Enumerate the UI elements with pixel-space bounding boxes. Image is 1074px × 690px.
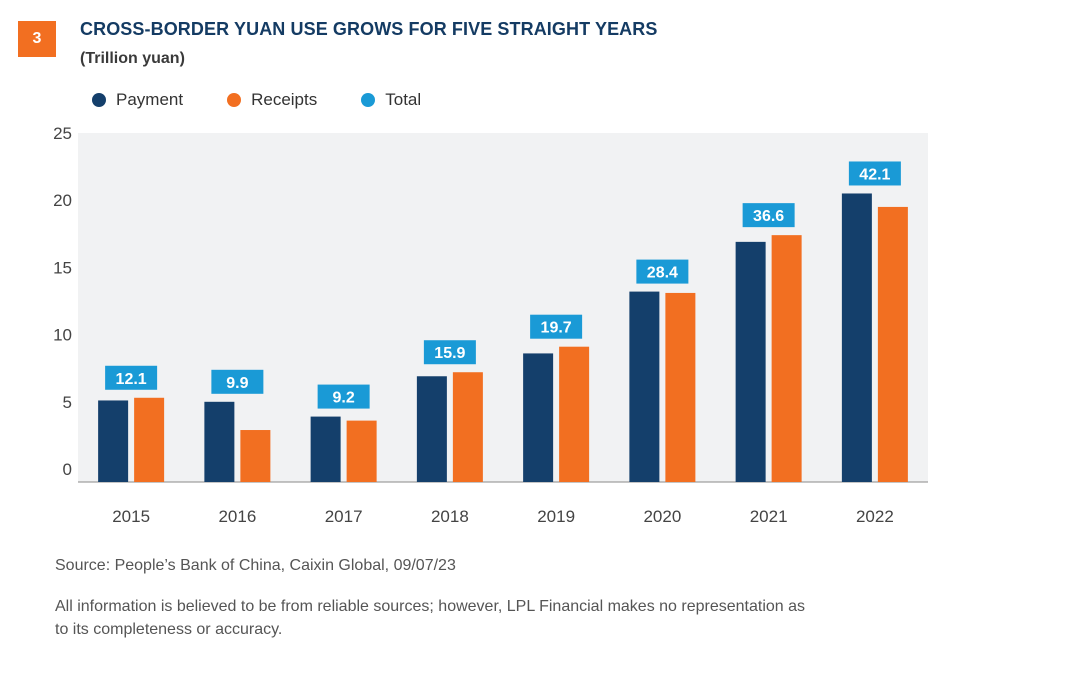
legend-item-receipts: Receipts xyxy=(227,90,317,110)
x-tick-label: 2016 xyxy=(218,507,256,526)
bar-receipts xyxy=(452,372,483,482)
bar-receipts xyxy=(559,346,590,482)
legend-label-total: Total xyxy=(385,90,422,109)
bar-payment xyxy=(204,401,235,482)
total-label-box xyxy=(317,384,370,409)
legend: Payment Receipts Total xyxy=(92,90,465,110)
y-tick-label: 15 xyxy=(53,258,72,277)
bar-payment xyxy=(735,241,766,482)
chart-title: CROSS-BORDER YUAN USE GROWS FOR FIVE STR… xyxy=(80,19,658,39)
x-tick-label: 2021 xyxy=(750,507,788,526)
total-label-box xyxy=(423,340,476,365)
bar-receipts xyxy=(877,206,908,483)
x-tick-label: 2019 xyxy=(537,507,575,526)
total-data-label: 36.6 xyxy=(753,208,784,225)
total-data-label: 9.2 xyxy=(333,390,355,407)
bar-payment xyxy=(416,376,447,482)
legend-dot-payment xyxy=(92,93,106,107)
bar-payment xyxy=(523,353,554,482)
total-data-label: 28.4 xyxy=(647,265,678,282)
source-note: Source: People’s Bank of China, Caixin G… xyxy=(55,557,456,574)
legend-label-receipts: Receipts xyxy=(251,90,318,109)
total-label-box xyxy=(211,369,264,394)
y-tick-label: 25 xyxy=(53,124,72,143)
legend-dot-receipts xyxy=(227,93,242,107)
chart-number-badge: 3 xyxy=(18,21,56,57)
legend-item-payment: Payment xyxy=(92,90,183,110)
bar-receipts xyxy=(240,430,271,482)
bar-receipts xyxy=(134,397,165,482)
bar-payment xyxy=(841,193,872,483)
total-label-box xyxy=(105,365,158,390)
legend-dot-total xyxy=(361,93,376,107)
bar-receipts xyxy=(771,235,802,482)
total-data-label: 15.9 xyxy=(434,345,465,362)
total-label-box xyxy=(636,259,689,284)
legend-item-total: Total xyxy=(361,90,421,110)
bar-receipts xyxy=(346,420,377,482)
bar-receipts xyxy=(665,292,696,482)
total-data-label: 42.1 xyxy=(859,166,890,183)
total-label-box xyxy=(530,314,583,339)
x-tick-label: 2015 xyxy=(112,507,150,526)
bar-payment xyxy=(98,400,129,482)
total-data-label: 9.9 xyxy=(226,375,248,392)
y-tick-label: 0 xyxy=(63,460,72,479)
bar-payment xyxy=(629,291,660,482)
y-tick-label: 5 xyxy=(63,393,72,412)
total-data-label: 19.7 xyxy=(541,320,572,337)
x-tick-label: 2020 xyxy=(643,507,681,526)
legend-label-payment: Payment xyxy=(116,90,184,109)
x-tick-label: 2018 xyxy=(431,507,469,526)
bar-chart: 0 5 10 15 20 25 12.1 2015 9.9 2016 9.2 2017 15.9 2018… xyxy=(53,124,928,526)
total-data-label: 12.1 xyxy=(116,371,147,388)
bar-payment xyxy=(310,416,341,482)
disclaimer-note: All information is believed to be from r… xyxy=(55,598,806,638)
chart-subtitle: (Trillion yuan) xyxy=(80,50,185,67)
total-label-box xyxy=(742,203,795,228)
x-tick-label: 2022 xyxy=(856,507,894,526)
y-tick-label: 20 xyxy=(53,191,72,210)
y-tick-label: 10 xyxy=(53,326,72,345)
x-tick-label: 2017 xyxy=(325,507,363,526)
total-label-box xyxy=(848,161,901,186)
